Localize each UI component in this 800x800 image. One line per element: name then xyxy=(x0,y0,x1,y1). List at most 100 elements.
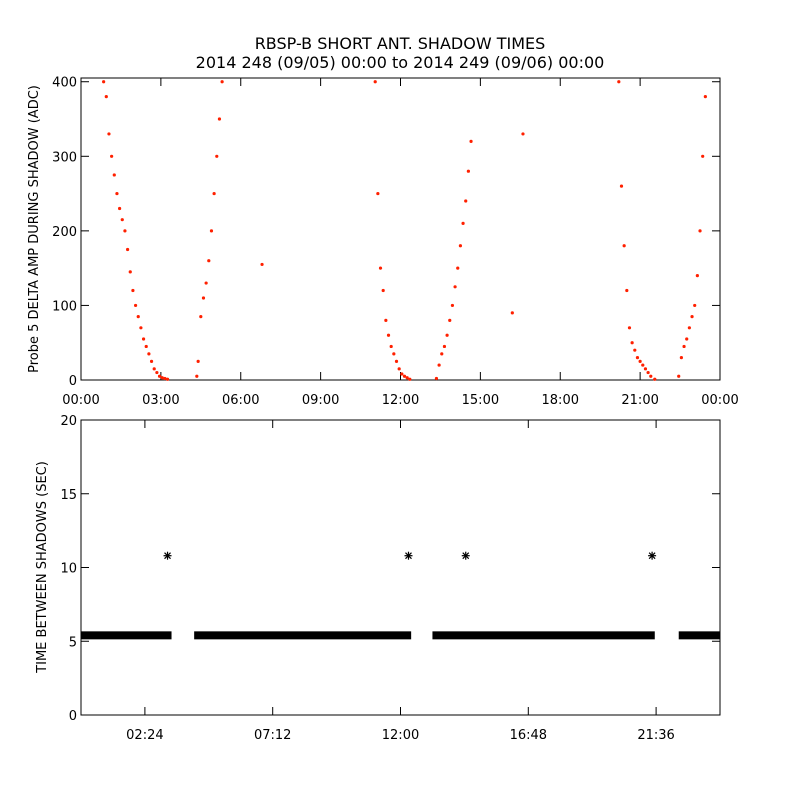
bottom-y-tick-label: 5 xyxy=(69,635,77,650)
shadow-amp-point xyxy=(120,218,124,222)
shadow-amp-point xyxy=(638,359,642,363)
shadow-amp-point xyxy=(112,173,116,177)
top-x-tick-label: 00:00 xyxy=(62,393,99,408)
shadow-amp-point xyxy=(392,352,396,356)
shadow-amp-point xyxy=(685,337,689,341)
shadow-amp-point xyxy=(139,326,143,330)
shadow-amp-point xyxy=(701,154,705,158)
shadow-amp-point xyxy=(378,266,383,270)
shadow-amp-point xyxy=(653,377,657,381)
top-x-tick-label: 15:00 xyxy=(462,393,499,408)
shadow-amp-point xyxy=(209,229,214,233)
bottom-bands xyxy=(81,631,720,640)
shadow-amp-point xyxy=(118,206,122,211)
shadow-amp-point xyxy=(217,117,222,121)
shadow-amp-point xyxy=(110,154,114,158)
top-y-tick-label: 0 xyxy=(69,374,77,389)
bottom-points xyxy=(163,551,657,560)
shadow-amp-point xyxy=(617,80,621,84)
top-x-tick-label: 09:00 xyxy=(302,393,339,408)
shadow-interval-band xyxy=(432,631,655,640)
shadow-amp-point xyxy=(633,348,637,352)
shadow-amp-point xyxy=(386,333,391,337)
shadow-amp-point xyxy=(128,270,132,274)
shadow-amp-point xyxy=(373,80,377,84)
shadow-amp-point xyxy=(690,315,694,319)
shadow-amp-point xyxy=(445,333,449,337)
shadow-amp-point xyxy=(397,367,401,371)
bottom-x-tick-label: 21:36 xyxy=(637,728,674,743)
shadow-amp-point xyxy=(141,337,146,341)
figure-title-line2: 2014 248 (09/05) 00:00 to 2014 249 (09/0… xyxy=(196,53,605,72)
bottom-x-tick-label: 02:24 xyxy=(126,728,163,743)
shadow-amp-point xyxy=(622,244,626,248)
top-x-tick-label: 00:00 xyxy=(701,393,738,408)
bottom-x-tick-label: 07:12 xyxy=(254,728,291,743)
shadow-amp-point xyxy=(165,377,170,381)
shadow-amp-point xyxy=(461,221,465,226)
shadow-amp-point xyxy=(679,356,683,360)
shadow-amp-point xyxy=(437,363,441,367)
shadow-interval-point xyxy=(461,551,470,560)
shadow-amp-point xyxy=(693,303,697,308)
shadow-amp-point xyxy=(464,199,468,203)
shadow-amp-point xyxy=(102,80,106,84)
shadow-amp-point xyxy=(384,318,388,322)
shadow-amp-point xyxy=(695,274,699,278)
shadow-amp-point xyxy=(703,95,707,99)
shadow-interval-point xyxy=(648,551,657,560)
bottom-x-tick-label: 16:48 xyxy=(510,728,547,743)
top-x-tick-label: 06:00 xyxy=(222,393,259,408)
top-x-tick-label: 12:00 xyxy=(382,393,419,408)
top-x-tick-label: 21:00 xyxy=(621,393,658,408)
shadow-amp-point xyxy=(212,191,216,196)
shadow-amp-point xyxy=(677,374,681,378)
figure-title-line1: RBSP-B SHORT ANT. SHADOW TIMES xyxy=(255,34,546,53)
shadow-amp-point xyxy=(698,229,702,233)
top-x-tick-label: 18:00 xyxy=(542,393,579,408)
shadow-amp-point xyxy=(381,288,385,293)
shadow-amp-point xyxy=(163,376,167,381)
shadow-amp-point xyxy=(453,285,457,289)
shadow-amp-point xyxy=(469,139,473,143)
shadow-amp-point xyxy=(458,244,463,248)
shadow-amp-point xyxy=(195,374,199,378)
top-y-tick-label: 400 xyxy=(52,76,77,91)
shadow-amp-point xyxy=(394,359,399,363)
shadow-amp-point xyxy=(147,352,151,356)
shadow-interval-band xyxy=(194,631,412,640)
bottom-y-tick-label: 20 xyxy=(60,414,77,429)
shadow-amp-point xyxy=(131,288,135,293)
shadow-amp-point xyxy=(389,344,393,349)
shadow-amp-point xyxy=(160,376,164,380)
shadow-amp-point xyxy=(440,352,444,356)
shadow-amp-point xyxy=(456,266,460,270)
shadow-amp-point xyxy=(149,359,154,363)
shadow-amp-point xyxy=(155,370,159,375)
top-panel: Probe 5 DELTA AMP DURING SHADOW (ADC) 00… xyxy=(27,76,739,408)
shadow-amp-point xyxy=(125,247,130,252)
shadow-interval-point xyxy=(404,551,413,560)
shadow-amp-point xyxy=(215,154,219,158)
shadow-amp-point xyxy=(466,169,470,173)
shadow-amp-point xyxy=(123,229,127,233)
top-y-tick-label: 300 xyxy=(52,150,77,165)
top-y-tick-label: 100 xyxy=(52,299,77,314)
shadow-amp-point xyxy=(521,132,525,136)
shadow-amp-point xyxy=(104,95,108,99)
top-ticks: 00:00 03:00 06:00 09:00 12:00 15:00 18:00 21:00… xyxy=(52,76,739,408)
top-x-tick-label: 03:00 xyxy=(142,393,179,408)
shadow-amp-point xyxy=(619,184,624,188)
bottom-ylabel: TIME BETWEEN SHADOWS (SEC) xyxy=(35,461,50,674)
shadow-amp-point xyxy=(199,315,203,319)
top-ylabel: Probe 5 DELTA AMP DURING SHADOW (ADC) xyxy=(27,85,42,373)
shadow-amp-point xyxy=(157,374,162,378)
shadow-amp-point xyxy=(136,315,140,319)
shadow-amp-point xyxy=(204,281,208,285)
shadow-amp-point xyxy=(133,303,138,308)
shadow-amp-point xyxy=(649,374,653,378)
shadow-amp-point xyxy=(115,191,119,196)
shadow-amp-point xyxy=(627,326,632,330)
shadow-amp-point xyxy=(510,311,514,315)
